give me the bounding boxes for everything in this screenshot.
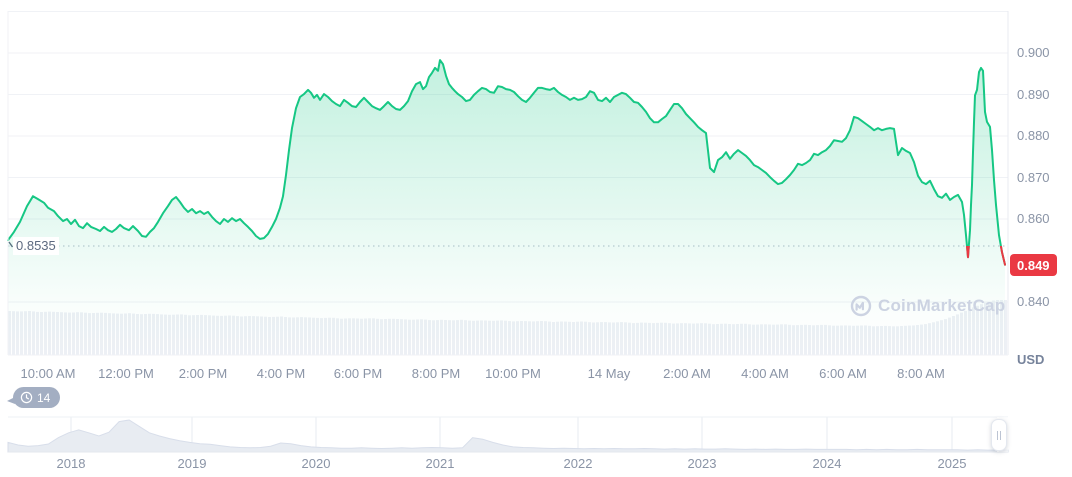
y-axis-tick: 0.880 <box>1017 128 1050 143</box>
open-price-label: 0.8535 <box>13 237 59 255</box>
x-axis-tick: 6:00 AM <box>819 366 867 381</box>
history-count-label: 14 <box>37 390 51 405</box>
x-axis-tick: 2:00 AM <box>663 366 711 381</box>
x-axis-tick: 12:00 PM <box>98 366 154 381</box>
x-axis-tick: 14 May <box>587 366 631 381</box>
coinmarketcap-logo-icon <box>850 295 872 317</box>
timeline-year-label: 2021 <box>425 456 455 471</box>
currency-unit-label: USD <box>1017 352 1045 367</box>
watermark-label: CoinMarketCap <box>878 296 1006 315</box>
current-price-badge: 0.849 <box>1010 254 1057 276</box>
navigator-area <box>7 419 1009 453</box>
x-axis-tick: 2:00 PM <box>178 366 228 381</box>
price-chart-canvas[interactable] <box>0 0 1072 360</box>
navigator-svg <box>7 416 1009 453</box>
watermark: CoinMarketCap <box>850 295 1005 317</box>
x-axis-tick: 10:00 AM <box>20 366 76 381</box>
x-axis-tick: 8:00 PM <box>411 366 461 381</box>
main-chart-svg <box>7 11 1009 356</box>
timeline-year-label: 2018 <box>56 456 86 471</box>
timeline-year-label: 2024 <box>812 456 842 471</box>
timeline-year-label: 2019 <box>177 456 207 471</box>
timeline-year-label: 2025 <box>937 456 967 471</box>
y-axis-tick: 0.900 <box>1017 45 1050 60</box>
x-axis-tick: 4:00 AM <box>741 366 789 381</box>
y-axis-tick: 0.860 <box>1017 211 1050 226</box>
x-axis-tick: 4:00 PM <box>256 366 306 381</box>
timeline-year-label: 2023 <box>687 456 717 471</box>
y-axis-tick: 0.840 <box>1017 294 1050 309</box>
y-axis-tick: 0.870 <box>1017 170 1050 185</box>
timeline-navigator[interactable] <box>0 410 1072 455</box>
x-axis-tick: 10:00 PM <box>485 366 541 381</box>
history-count-badge[interactable]: 14 <box>6 387 61 408</box>
timeline-year-label: 2020 <box>301 456 331 471</box>
clock-icon <box>20 391 33 404</box>
x-axis-tick: 6:00 PM <box>333 366 383 381</box>
timeline-year-label: 2022 <box>563 456 593 471</box>
y-axis-tick: 0.890 <box>1017 87 1050 102</box>
navigator-right-handle[interactable] <box>991 419 1007 451</box>
x-axis-tick: 8:00 AM <box>897 366 945 381</box>
price-area-fill <box>8 60 1005 355</box>
price-line <box>7 59 1006 266</box>
